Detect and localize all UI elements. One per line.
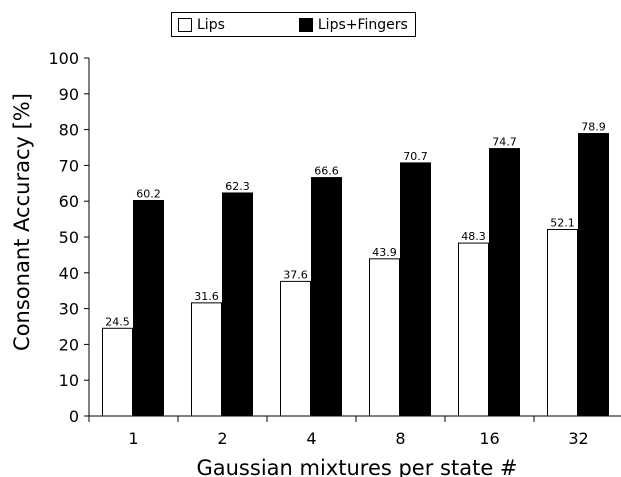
x-tick-label: 4 (306, 429, 316, 448)
legend-swatch-lips (178, 17, 192, 32)
bar-value-label: 74.7 (492, 136, 517, 149)
bar-lips-fingers (578, 133, 609, 417)
legend-swatch-lips-fingers (298, 17, 313, 32)
y-axis-label: Consonant Accuracy [%] (10, 93, 34, 351)
bar-value-label: 66.6 (314, 165, 339, 178)
bar-lips (369, 258, 400, 417)
bar-value-label: 48.3 (461, 230, 486, 243)
y-tick-label: 30 (59, 300, 79, 319)
legend-label-lips: Lips (197, 16, 225, 33)
x-axis-label: Gaussian mixtures per state # (196, 456, 517, 477)
bar-lips (458, 242, 489, 417)
x-tick-label: 16 (479, 429, 499, 448)
bar-value-label: 78.9 (581, 121, 606, 134)
bar-lips-fingers (311, 177, 342, 417)
legend-item-lips-fingers: Lips+Fingers (298, 16, 408, 33)
bar-value-label: 62.3 (225, 180, 250, 193)
y-tick-label: 60 (59, 192, 79, 211)
bar-value-label: 24.5 (105, 315, 130, 328)
bar-value-label: 43.9 (372, 246, 397, 259)
x-tick-label: 1 (128, 429, 138, 448)
bar-lips (102, 327, 133, 417)
y-tick-label: 100 (48, 49, 79, 68)
legend-label-lips-fingers: Lips+Fingers (317, 16, 408, 33)
bar-value-label: 70.7 (403, 150, 428, 163)
y-tick-label: 20 (59, 335, 79, 354)
bar-value-label: 52.1 (550, 216, 575, 229)
x-tick-label: 8 (395, 429, 405, 448)
y-tick-label: 80 (59, 121, 79, 140)
bar-lips-fingers (489, 148, 520, 417)
bar-value-label: 31.6 (194, 290, 219, 303)
bar-lips (191, 302, 222, 417)
y-tick-label: 10 (59, 371, 79, 390)
bar-lips (280, 280, 311, 417)
legend-item-lips: Lips (178, 17, 225, 33)
bar-lips-fingers (400, 162, 431, 417)
y-tick-label: 0 (69, 407, 79, 426)
bar-lips-fingers (222, 192, 253, 417)
bar-lips-fingers (133, 199, 164, 417)
bar-value-label: 60.2 (136, 187, 161, 200)
x-tick-label: 32 (568, 429, 588, 448)
axes: 0 10 20 30 40 50 60 70 80 90 100 1 2 4 8 16 32 (48, 49, 621, 448)
bar-value-label: 37.6 (283, 268, 308, 281)
bars: 24.5 60.2 31.6 62.3 37.6 66.6 43.9 70.7 48.3 74.7… (102, 121, 609, 417)
x-tick-label: 2 (217, 429, 227, 448)
y-tick-label: 40 (59, 264, 79, 283)
y-tick-label: 70 (59, 156, 79, 175)
y-tick-label: 50 (59, 228, 79, 247)
bar-lips (547, 228, 578, 417)
y-tick-label: 90 (59, 85, 79, 104)
legend: Lips Lips+Fingers (171, 12, 416, 37)
